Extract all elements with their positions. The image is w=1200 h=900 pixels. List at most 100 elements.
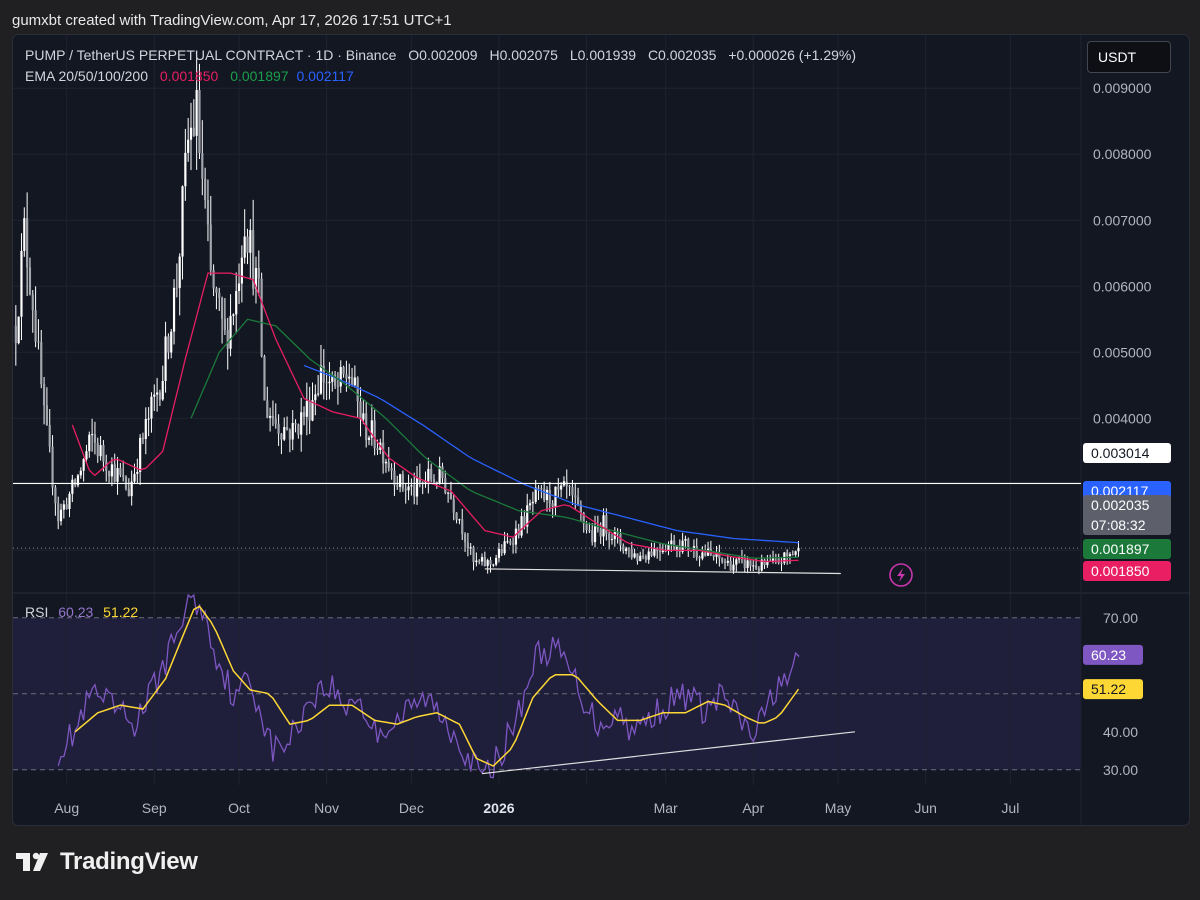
candle-body-254	[732, 564, 735, 571]
candle-body-31	[102, 444, 105, 462]
candle-body-220	[636, 553, 639, 562]
candle-body-248	[715, 552, 718, 557]
candle-body-4	[26, 218, 29, 268]
candle-body-118	[348, 376, 351, 379]
candle-body-5	[28, 267, 32, 295]
candle-body-146	[427, 468, 430, 482]
ema100-line	[303, 364, 799, 544]
rsi-ma-value: 51.22	[103, 604, 139, 620]
price-badge-ema20[interactable]	[1083, 561, 1171, 581]
candle-body-184	[534, 487, 537, 502]
candle-body-201	[582, 512, 585, 524]
candle-body-80	[240, 257, 243, 284]
candle-body-200	[579, 504, 583, 513]
candle-body-174	[506, 541, 509, 543]
candle-body-147	[430, 468, 433, 480]
candle-body-32	[105, 461, 108, 471]
candle-body-258	[743, 557, 746, 569]
candle-body-182	[528, 503, 532, 506]
price-badge-ema50[interactable]	[1083, 539, 1171, 559]
ema20-line	[71, 272, 799, 563]
candle-body-187	[543, 488, 546, 501]
candle-body-270	[777, 557, 780, 563]
candle-body-8	[37, 341, 40, 343]
ema-label[interactable]: EMA 20/50/100/200	[25, 68, 148, 84]
candle-body-229	[661, 550, 664, 553]
candle-body-145	[424, 481, 427, 483]
candle-body-65	[198, 90, 201, 154]
candle-body-56	[172, 287, 176, 332]
time-axis-label-8: May	[825, 800, 851, 816]
candle-body-207	[599, 528, 602, 537]
rsi-trendline[interactable]	[481, 731, 856, 775]
candle-body-69	[209, 224, 212, 271]
price-chart-svg[interactable]: 0.009000 0.008000 0.007000 0.006000 0.005000…	[13, 35, 1189, 825]
price-badge-horizontal-level[interactable]	[1083, 443, 1171, 463]
candle-body-15	[57, 503, 60, 522]
price-badge-text-ema20: 0.001850	[1091, 563, 1150, 579]
candle-body-152	[444, 478, 447, 493]
candle-body-268	[771, 557, 775, 561]
candle-body-88	[263, 356, 266, 401]
candle-body-13	[51, 446, 54, 488]
candle-body-35	[113, 464, 116, 482]
candle-body-261	[752, 565, 755, 567]
candle-body-24	[82, 459, 85, 471]
candle-body-265	[763, 559, 766, 566]
candle-body-101	[300, 412, 303, 435]
candle-body-122	[359, 401, 362, 420]
candle-body-275	[791, 554, 794, 556]
candle-body-181	[526, 505, 529, 527]
candle-body-84	[252, 229, 255, 289]
currency-button[interactable]: USDT	[1087, 41, 1171, 73]
time-axis-label-5: 2026	[483, 800, 514, 816]
legend-ohlc: PUMP / TetherUS PERPETUAL CONTRACT · 1D …	[25, 47, 864, 63]
candle-body-244	[704, 552, 707, 556]
candle-body-99	[294, 423, 297, 425]
time-axis-label-7: Apr	[742, 800, 764, 816]
candle-body-193	[560, 485, 563, 490]
rsi-line	[57, 593, 800, 779]
candle-body-76	[229, 315, 232, 349]
candle-body-225	[650, 551, 653, 556]
candle-body-12	[48, 424, 51, 447]
candle-body-103	[305, 401, 308, 417]
chart-panel[interactable]: 0.009000 0.008000 0.007000 0.006000 0.005000…	[12, 34, 1190, 826]
time-axis-label-3: Nov	[314, 800, 339, 816]
candle-body-113	[333, 374, 337, 386]
candle-body-256	[738, 557, 741, 560]
lightning-icon[interactable]	[889, 563, 913, 587]
candle-body-237	[684, 538, 687, 541]
rsi-label[interactable]: RSI	[25, 604, 49, 620]
ema50-value: 0.001897	[230, 68, 289, 84]
candle-body-21	[74, 479, 77, 486]
candle-body-92	[274, 418, 277, 424]
candle-body-33	[107, 470, 111, 477]
candle-body-235	[678, 546, 681, 552]
candle-body-166	[483, 557, 486, 567]
candle-body-18	[65, 504, 68, 510]
candle-body-104	[308, 401, 311, 421]
candle-body-231	[667, 544, 670, 551]
candle-body-232	[670, 540, 673, 545]
candle-body-133	[390, 468, 393, 471]
price-tick-label-1: 0.008000	[1093, 146, 1152, 162]
price-badge-current-price[interactable]	[1083, 495, 1171, 535]
candle-body-222	[641, 555, 645, 557]
candle-body-142	[415, 477, 419, 497]
tradingview-logo-icon	[16, 852, 48, 871]
candle-body-196	[568, 486, 571, 488]
candle-body-17	[62, 504, 65, 510]
candle-body-266	[766, 560, 769, 566]
candle-body-16	[59, 509, 63, 522]
symbol-title[interactable]: PUMP / TetherUS PERPETUAL CONTRACT · 1D …	[25, 47, 397, 63]
ema20-value: 0.001850	[159, 68, 219, 84]
candle-body-177	[514, 528, 518, 545]
candle-body-125	[367, 437, 371, 440]
candle-body-188	[545, 489, 549, 501]
candle-body-115	[339, 367, 342, 387]
candle-body-153	[447, 492, 450, 494]
candle-body-79	[237, 283, 241, 292]
time-axis-label-1: Sep	[142, 800, 167, 816]
support-trendline[interactable]	[484, 568, 841, 575]
